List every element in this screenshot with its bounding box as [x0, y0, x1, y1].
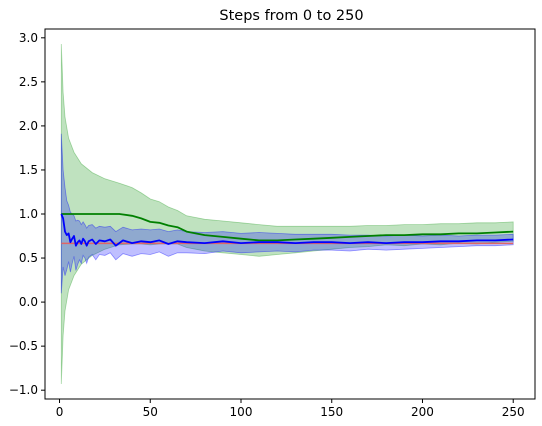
y-tick-label: 1.0: [19, 207, 38, 221]
y-tick-label: 3.0: [19, 31, 38, 45]
y-tick-label: 0.5: [19, 251, 38, 265]
y-tick-label: 2.5: [19, 75, 38, 89]
y-tick-label: −1.0: [9, 383, 38, 397]
chart-title: Steps from 0 to 250: [219, 8, 363, 24]
x-tick-label: 50: [143, 405, 158, 419]
y-tick-label: 1.5: [19, 163, 38, 177]
x-tick-label: 250: [502, 405, 525, 419]
y-axis: −1.0 −0.5 0.0 0.5 1.0 1.5 2.0 2.5 3.0: [9, 31, 45, 397]
x-tick-label: 0: [56, 405, 64, 419]
x-tick-label: 150: [320, 405, 343, 419]
y-tick-label: −0.5: [9, 339, 38, 353]
confidence-bands: [60, 43, 514, 385]
y-tick-label: 2.0: [19, 119, 38, 133]
series-line-0: [61, 213, 514, 242]
x-axis: 0 50 100 150 200 250: [56, 399, 525, 419]
series-lines: [60, 213, 514, 247]
series-line-1: [60, 213, 514, 247]
y-tick-label: 0.0: [19, 295, 38, 309]
x-tick-label: 200: [411, 405, 434, 419]
band-0: [60, 43, 514, 385]
x-tick-label: 100: [230, 405, 253, 419]
band-1: [60, 133, 514, 294]
